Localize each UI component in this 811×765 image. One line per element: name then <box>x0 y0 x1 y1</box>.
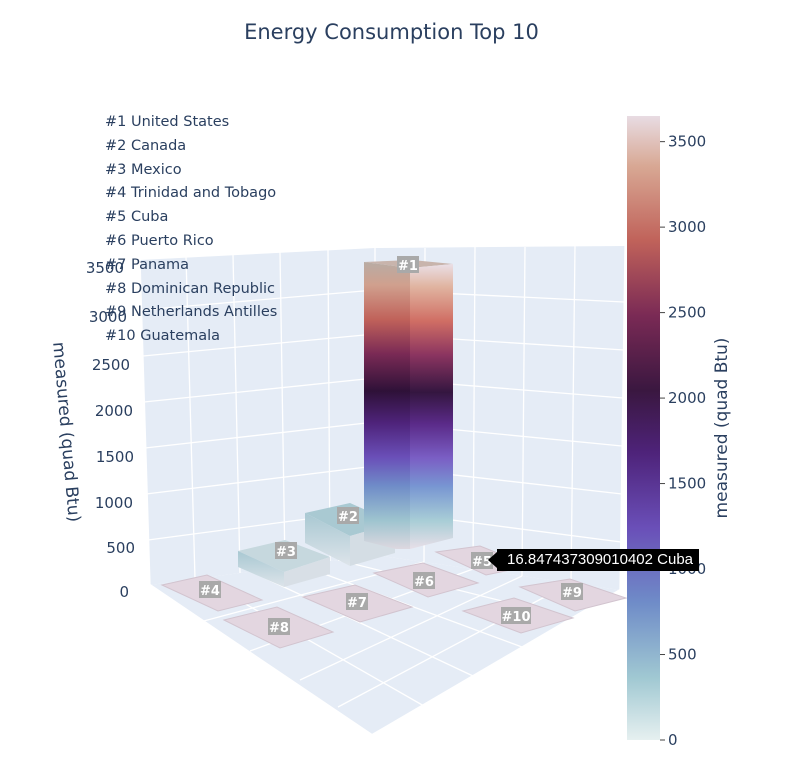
bar-label: #10 <box>502 610 531 625</box>
colorbar-gradient <box>627 116 660 740</box>
bar-label: #6 <box>414 575 434 590</box>
colorbar-tick-label: 2500 <box>668 304 706 322</box>
floor-edge <box>149 584 621 737</box>
z-tick-label: 3000 <box>89 308 127 326</box>
bar-label-box <box>471 552 493 569</box>
colorbar-tick-label: 1500 <box>668 475 706 493</box>
rank-item: #9 Netherlands Antilles <box>105 304 278 321</box>
rank-item: #8 Dominican Republic <box>105 280 276 297</box>
bar-label-box <box>346 593 368 610</box>
bar-label: #4 <box>200 584 220 599</box>
z-tick-label: 2500 <box>92 356 130 374</box>
colorbar-title: measured (quad Btu) <box>712 337 732 519</box>
bar-label: #8 <box>269 621 289 636</box>
back-left-wall <box>140 248 375 585</box>
rank-item: #2 Canada <box>105 137 187 154</box>
rank-item: #4 Trinidad and Tobago <box>105 185 277 202</box>
z-tick-label: 3500 <box>86 259 124 277</box>
bar-label-box <box>561 583 583 600</box>
rank-item: #7 Panama <box>105 256 190 273</box>
colorbar-tick-label: 3500 <box>668 133 706 151</box>
colorbar-tick-label: 2000 <box>668 389 706 407</box>
colorbar-tick-label: 500 <box>668 646 697 664</box>
rank-list: #1 United States #2 Canada #3 Mexico #4 … <box>105 111 277 349</box>
rank-item: #6 Puerto Rico <box>105 232 214 249</box>
bar-label: #9 <box>562 586 582 601</box>
rank-item: #10 Guatemala <box>105 328 221 345</box>
bar-label: #3 <box>276 545 296 560</box>
bar-1[interactable] <box>364 260 453 549</box>
z-tick-label: 2000 <box>95 402 133 420</box>
z-tick-label: 1500 <box>96 448 134 466</box>
z-axis: 0 500 1000 1500 2000 2500 3000 3500 <box>86 259 135 601</box>
bar-label-box <box>501 607 531 624</box>
z-tick-label: 0 <box>119 583 129 601</box>
bar-label: #7 <box>347 596 367 611</box>
bar-label-box <box>275 542 297 559</box>
z-tick-label: 500 <box>106 539 135 557</box>
bar-label: #1 <box>398 259 418 274</box>
hover-tooltip: 16.847437309010402 Cuba <box>487 549 700 571</box>
rank-item: #1 United States <box>105 114 230 130</box>
floor <box>150 555 620 735</box>
bar-label-box <box>337 507 359 524</box>
bar-label: #2 <box>338 510 358 525</box>
bar-label: #5 <box>472 555 492 570</box>
bar-label-box <box>268 618 290 635</box>
bar-labels: #1 #2 #3 #4 #5 #6 #7 #8 #9 #10 <box>199 256 583 636</box>
z-tick-label: 1000 <box>95 494 133 512</box>
chart-title: Energy Consumption Top 10 <box>244 20 539 44</box>
bar-label-box <box>413 572 435 589</box>
colorbar-tick-label: 0 <box>668 731 678 749</box>
rank-item: #5 Cuba <box>105 209 169 226</box>
bar-label-box <box>397 256 419 273</box>
bar-label-box <box>199 581 221 598</box>
colorbar-tick-label: 3000 <box>668 218 706 236</box>
rank-item: #3 Mexico <box>105 161 182 178</box>
